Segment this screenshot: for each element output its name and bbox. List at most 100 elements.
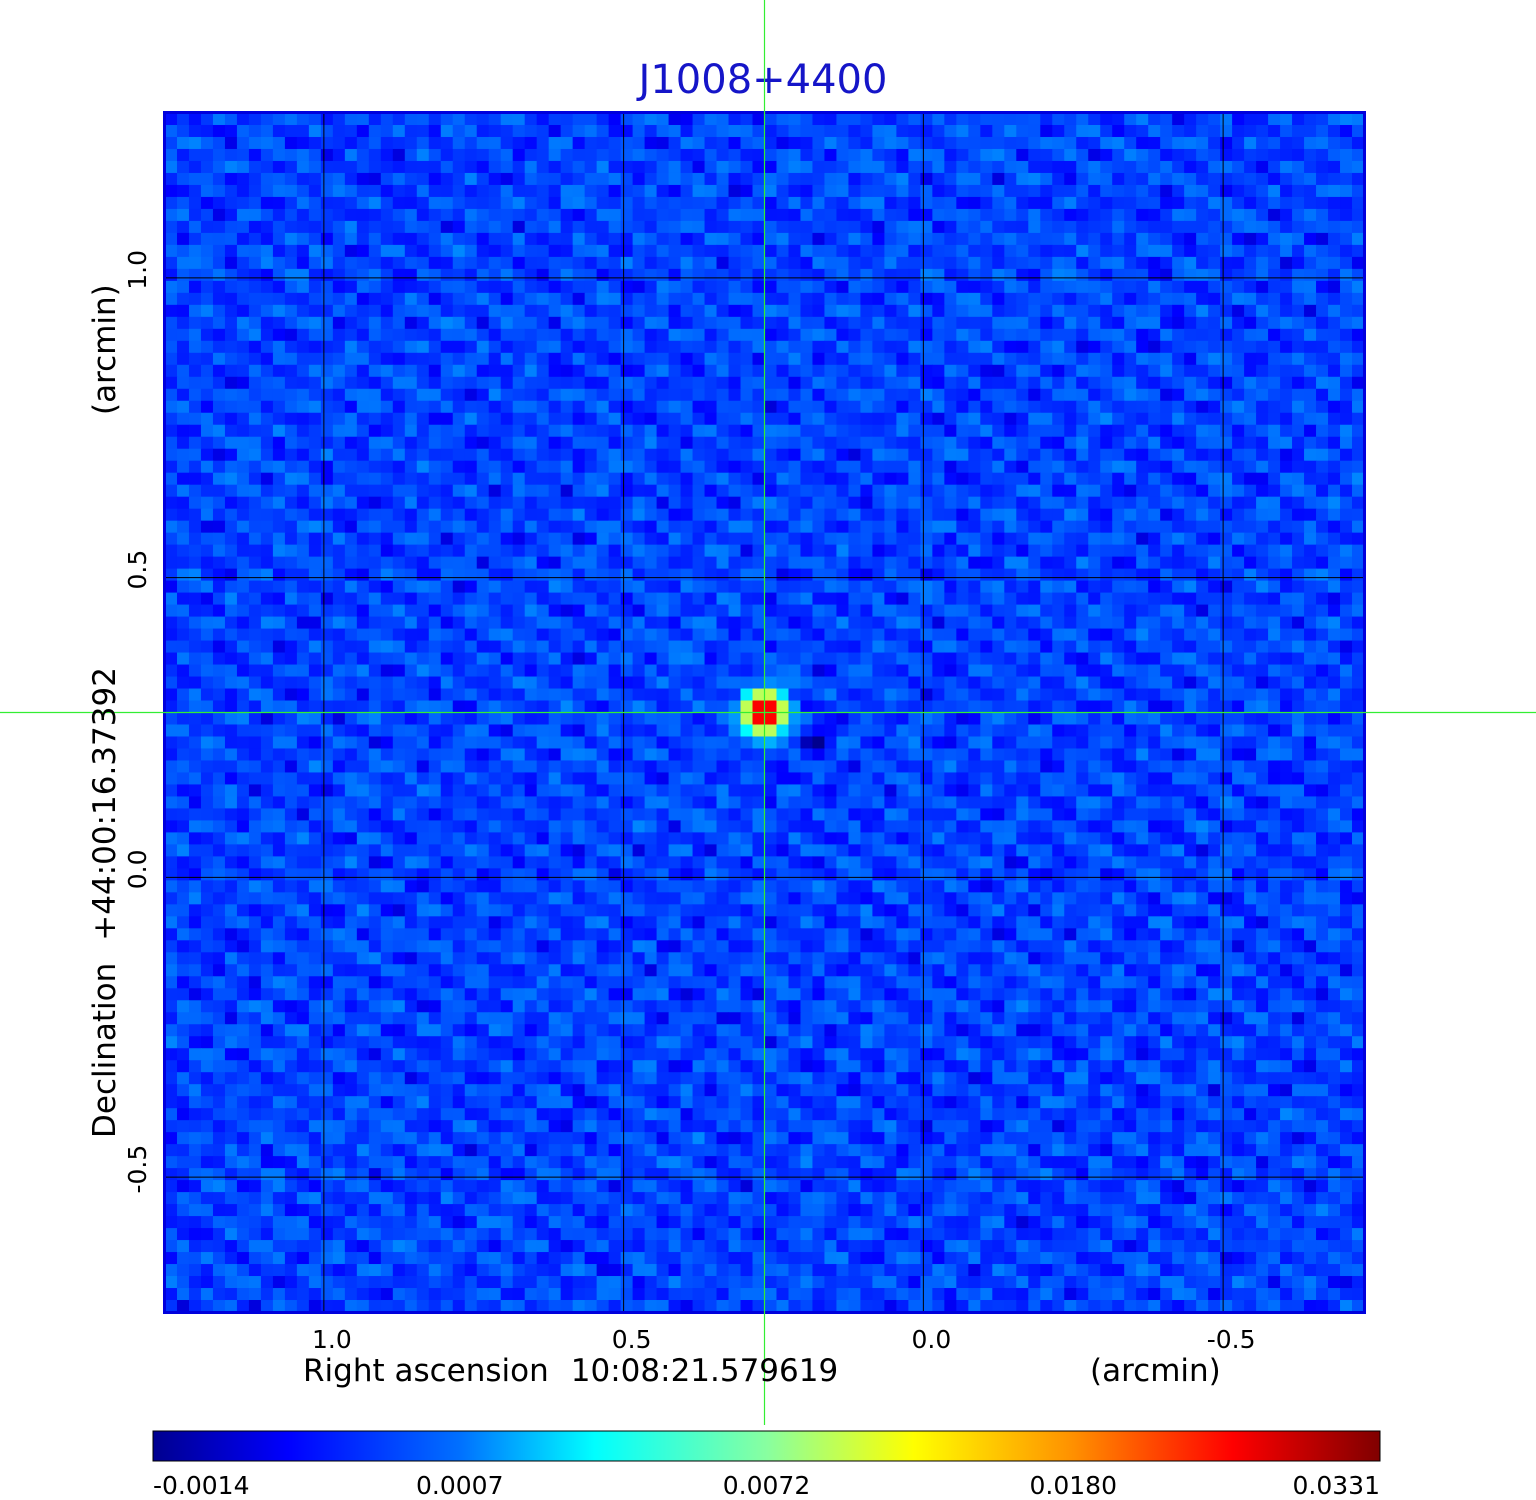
- image-pixel: [524, 400, 538, 414]
- image-pixel: [1280, 400, 1293, 414]
- image-pixel: [236, 652, 250, 666]
- image-pixel: [440, 520, 454, 534]
- image-pixel: [332, 676, 346, 690]
- image-pixel: [165, 568, 178, 582]
- image-pixel: [740, 220, 754, 234]
- image-pixel: [896, 556, 909, 570]
- image-pixel: [1316, 280, 1329, 294]
- image-pixel: [824, 148, 838, 162]
- image-pixel: [716, 544, 730, 558]
- image-pixel: [992, 280, 1005, 294]
- image-pixel: [692, 640, 706, 654]
- image-pixel: [200, 592, 214, 606]
- image-pixel: [1064, 184, 1077, 198]
- image-pixel: [452, 196, 466, 210]
- image-pixel: [740, 280, 754, 294]
- image-pixel: [236, 232, 250, 246]
- image-pixel: [1112, 424, 1125, 438]
- image-pixel: [1136, 196, 1149, 210]
- image-pixel: [1328, 568, 1341, 582]
- image-pixel: [1028, 388, 1041, 402]
- image-pixel: [500, 700, 514, 714]
- image-pixel: [1016, 484, 1029, 498]
- image-pixel: [932, 352, 945, 366]
- image-pixel: [1088, 640, 1101, 654]
- image-pixel: [716, 580, 730, 594]
- image-pixel: [740, 244, 754, 258]
- image-pixel: [752, 508, 766, 522]
- image-pixel: [1028, 496, 1041, 510]
- image-pixel: [1316, 424, 1329, 438]
- image-pixel: [764, 520, 778, 534]
- image-pixel: [416, 328, 430, 342]
- image-pixel: [1052, 628, 1065, 642]
- image-pixel: [1196, 136, 1209, 150]
- image-pixel: [476, 640, 490, 654]
- image-pixel: [296, 484, 310, 498]
- image-pixel: [692, 412, 706, 426]
- image-pixel: [1280, 304, 1293, 318]
- image-pixel: [320, 688, 334, 702]
- image-pixel: [440, 292, 454, 306]
- image-pixel: [596, 508, 610, 522]
- image-pixel: [1220, 616, 1233, 630]
- image-pixel: [1040, 160, 1053, 174]
- image-pixel: [1052, 136, 1065, 150]
- image-pixel: [812, 652, 826, 666]
- image-pixel: [560, 113, 574, 126]
- image-pixel: [1232, 460, 1245, 474]
- image-pixel: [248, 664, 262, 678]
- image-pixel: [1112, 616, 1125, 630]
- image-pixel: [740, 676, 754, 690]
- image-pixel: [560, 352, 574, 366]
- image-pixel: [944, 676, 957, 690]
- image-pixel: [1064, 340, 1077, 354]
- image-pixel: [165, 412, 178, 426]
- image-pixel: [500, 292, 514, 306]
- image-pixel: [476, 496, 490, 510]
- image-pixel: [692, 232, 706, 246]
- image-pixel: [632, 616, 646, 630]
- image-pixel: [512, 520, 526, 534]
- image-pixel: [248, 448, 262, 462]
- image-pixel: [632, 172, 646, 186]
- image-pixel: [788, 496, 802, 510]
- image-pixel: [500, 556, 514, 570]
- image-pixel: [788, 448, 802, 462]
- image-pixel: [392, 604, 406, 618]
- image-pixel: [980, 616, 993, 630]
- image-pixel: [776, 664, 790, 678]
- image-pixel: [824, 400, 838, 414]
- image-pixel: [464, 400, 478, 414]
- image-pixel: [1340, 124, 1353, 138]
- image-pixel: [344, 436, 358, 450]
- image-pixel: [548, 136, 562, 150]
- image-pixel: [512, 688, 526, 702]
- image-pixel: [356, 700, 370, 714]
- image-pixel: [584, 412, 598, 426]
- image-pixel: [1160, 472, 1173, 486]
- image-pixel: [728, 364, 742, 378]
- image-pixel: [1148, 436, 1161, 450]
- image-pixel: [524, 268, 538, 282]
- image-pixel: [1184, 113, 1197, 126]
- image-pixel: [1256, 328, 1269, 342]
- image-pixel: [392, 496, 406, 510]
- image-pixel: [1232, 604, 1245, 618]
- image-pixel: [1352, 616, 1364, 630]
- image-pixel: [344, 148, 358, 162]
- image-pixel: [752, 196, 766, 210]
- image-pixel: [296, 196, 310, 210]
- image-pixel: [1220, 520, 1233, 534]
- image-pixel: [644, 280, 658, 294]
- image-pixel: [1352, 484, 1364, 498]
- image-pixel: [932, 376, 945, 390]
- image-pixel: [728, 460, 742, 474]
- image-pixel: [296, 292, 310, 306]
- image-pixel: [824, 436, 838, 450]
- image-pixel: [416, 124, 430, 138]
- image-pixel: [380, 352, 394, 366]
- image-pixel: [644, 460, 658, 474]
- image-pixel: [632, 592, 646, 606]
- image-pixel: [1316, 268, 1329, 282]
